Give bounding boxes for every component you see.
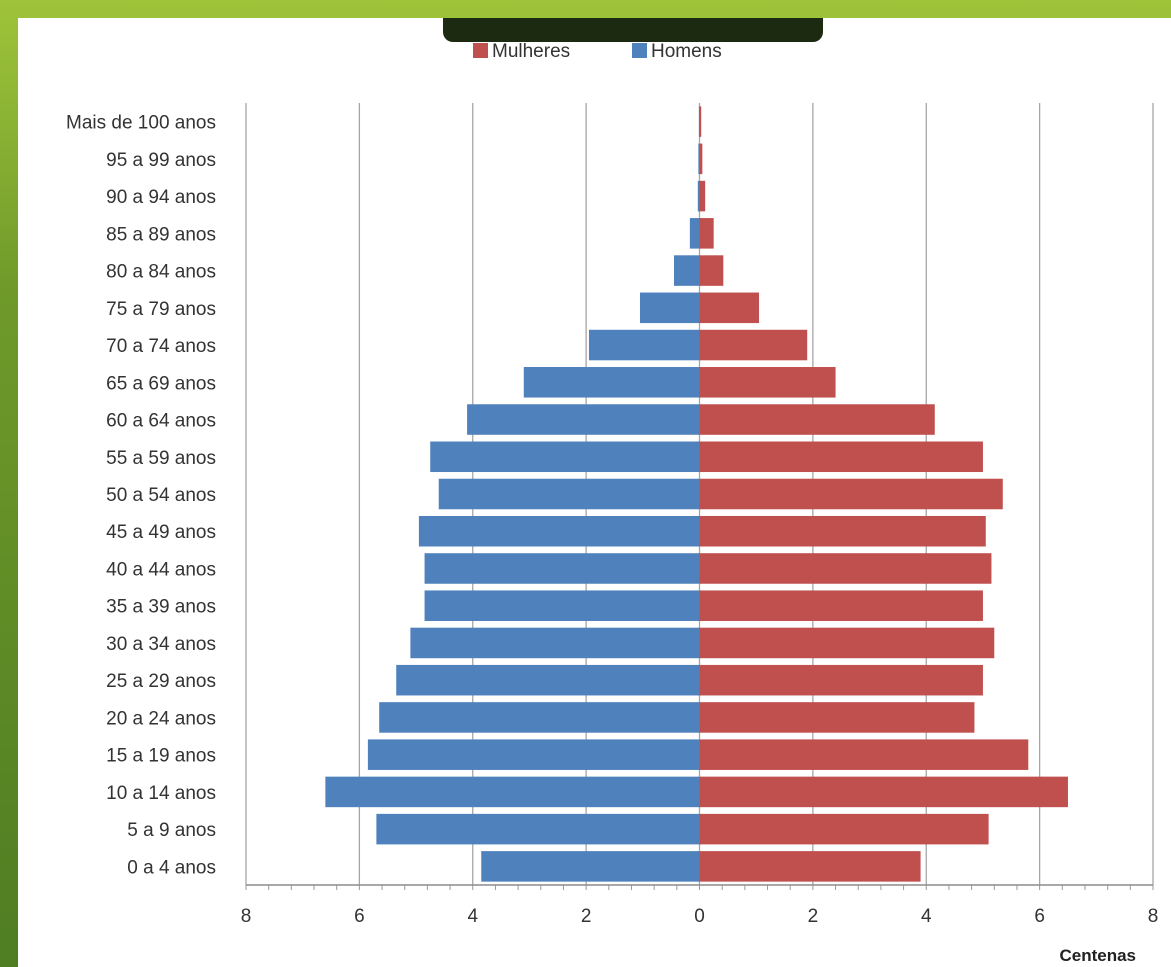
bar-homens <box>698 106 700 137</box>
bar-homens <box>698 143 700 175</box>
bar-mulheres <box>699 292 760 324</box>
category-label: 15 a 19 anos <box>106 746 216 767</box>
bar-mulheres <box>699 106 702 137</box>
bar-homens <box>325 776 700 808</box>
legend-label-mulheres: Mulheres <box>492 41 570 62</box>
bar-mulheres <box>699 143 703 175</box>
category-label: 10 a 14 anos <box>106 783 216 804</box>
x-axis-unit-label: Centenas <box>1059 946 1136 965</box>
bar-mulheres <box>699 329 808 361</box>
bar-mulheres <box>699 702 975 733</box>
x-tick-label: 4 <box>467 906 478 927</box>
bar-homens <box>396 664 700 696</box>
x-tick-label: 4 <box>921 906 932 927</box>
category-label: 90 a 94 anos <box>106 187 216 208</box>
category-label: 75 a 79 anos <box>106 299 216 320</box>
bar-homens <box>410 627 700 659</box>
x-tick-label: 8 <box>241 906 252 927</box>
category-labels: 0 a 4 anos 5 a 9 anos 10 a 14 anos 15 a 19 … <box>66 113 216 879</box>
bar-mulheres <box>699 515 986 547</box>
category-label: 35 a 39 anos <box>106 597 216 618</box>
legend-swatch-mulheres <box>473 43 488 58</box>
bar-mulheres <box>699 553 992 584</box>
bar-homens <box>588 329 700 361</box>
bar-homens <box>376 813 700 845</box>
bar-homens <box>481 851 700 882</box>
category-label: 40 a 44 anos <box>106 559 216 580</box>
x-tick-label: 2 <box>808 906 819 927</box>
bar-mulheres <box>699 404 935 435</box>
bar-homens <box>697 180 700 212</box>
bar-mulheres <box>699 590 983 621</box>
x-tick-label: 6 <box>354 906 365 927</box>
legend-swatch-homens <box>632 43 647 58</box>
bar-homens <box>367 739 700 770</box>
bar-mulheres <box>699 218 714 249</box>
bar-mulheres <box>699 367 836 398</box>
category-label: 95 a 99 anos <box>106 150 216 171</box>
category-label: 85 a 89 anos <box>106 224 216 245</box>
category-label: 5 a 9 anos <box>127 820 216 841</box>
category-label: 50 a 54 anos <box>106 485 216 506</box>
bar-homens <box>639 292 700 324</box>
bar-homens <box>424 553 700 584</box>
bar-mulheres <box>699 441 983 473</box>
bar-mulheres <box>699 180 706 212</box>
category-label: 25 a 29 anos <box>106 671 216 692</box>
category-label: Mais de 100 anos <box>66 113 216 134</box>
x-tick-label: 8 <box>1148 906 1159 927</box>
category-label: 30 a 34 anos <box>106 634 216 655</box>
bar-homens <box>418 515 700 547</box>
bar-homens <box>379 702 700 733</box>
bar-homens <box>673 255 700 286</box>
bar-homens <box>467 404 700 435</box>
bar-homens <box>424 590 700 621</box>
category-label: 20 a 24 anos <box>106 708 216 729</box>
bar-mulheres <box>699 255 724 286</box>
bar-mulheres <box>699 664 983 696</box>
legend-label-homens: Homens <box>651 41 722 62</box>
x-tick-label: 2 <box>581 906 592 927</box>
category-label: 45 a 49 anos <box>106 522 216 543</box>
bar-mulheres <box>699 627 995 659</box>
legend: Mulheres Homens <box>473 41 722 62</box>
category-label: 55 a 59 anos <box>106 448 216 469</box>
bar-mulheres <box>699 851 921 882</box>
bar-homens <box>430 441 700 473</box>
category-label: 0 a 4 anos <box>127 857 216 878</box>
bar-mulheres <box>699 739 1029 770</box>
bar-mulheres <box>699 813 989 845</box>
population-pyramid-chart: Mulheres Homens 8 6 4 2 0 2 4 6 8 0 a 4 anos 5 a … <box>66 41 1159 965</box>
x-tick-label: 0 <box>694 906 705 927</box>
bar-homens <box>523 367 700 398</box>
category-label: 60 a 64 anos <box>106 411 216 432</box>
bar-homens <box>689 218 700 249</box>
x-axis: 8 6 4 2 0 2 4 6 8 <box>241 884 1159 927</box>
category-label: 70 a 74 anos <box>106 336 216 357</box>
x-tick-label: 6 <box>1034 906 1045 927</box>
chart-frame: Mulheres Homens 8 6 4 2 0 2 4 6 8 0 a 4 anos 5 a … <box>18 18 1171 967</box>
bar-mulheres <box>699 478 1003 510</box>
bars <box>325 106 1068 882</box>
bar-mulheres <box>699 776 1068 808</box>
bar-homens <box>438 478 700 510</box>
category-label: 65 a 69 anos <box>106 373 216 394</box>
title-ornament <box>443 18 823 42</box>
category-label: 80 a 84 anos <box>106 262 216 283</box>
